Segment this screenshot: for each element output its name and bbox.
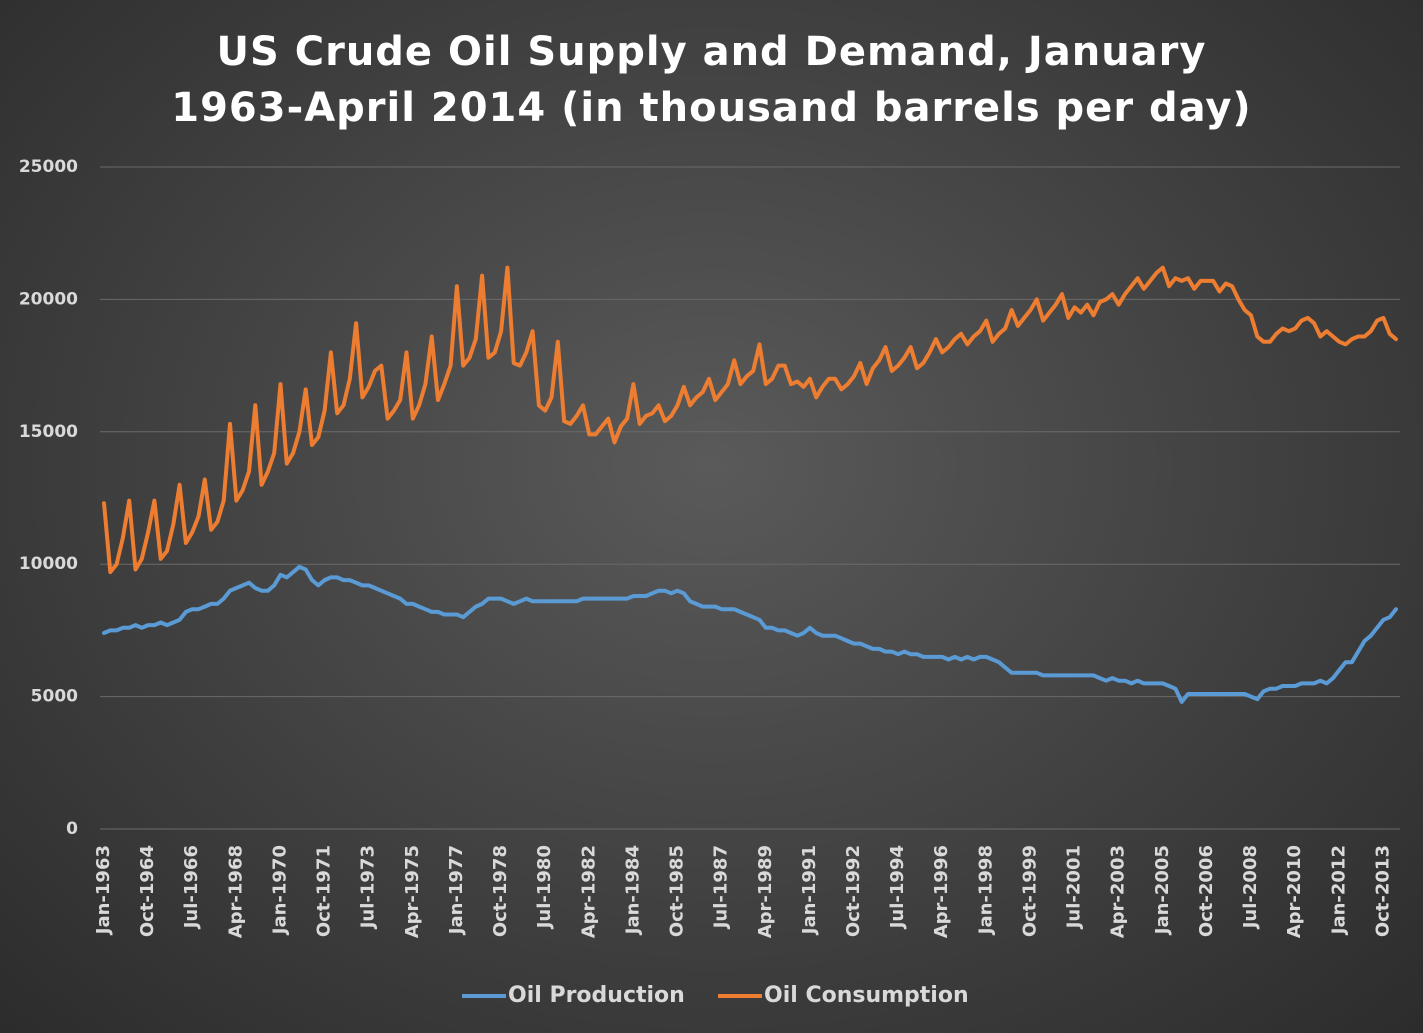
x-tick-label: Jul-1987 <box>711 845 732 930</box>
x-tick-label: Jul-1980 <box>534 845 555 930</box>
legend-label: Oil Consumption <box>764 983 969 1008</box>
x-tick-label: Apr-1975 <box>402 845 423 938</box>
x-tick-label: Oct-1971 <box>314 845 335 937</box>
x-tick-label: Jul-1973 <box>358 845 379 930</box>
x-tick-label: Apr-2010 <box>1284 845 1305 938</box>
legend-label: Oil Production <box>508 983 685 1008</box>
x-tick-label: Jul-1966 <box>181 845 202 930</box>
y-tick-label: 10000 <box>19 554 78 574</box>
x-tick-label: Apr-1968 <box>225 845 246 938</box>
x-tick-label: Jan-1963 <box>93 845 114 936</box>
x-tick-label: Apr-1989 <box>755 845 776 938</box>
x-tick-label: Jan-1977 <box>446 845 467 936</box>
x-tick-label: Oct-1992 <box>843 845 864 937</box>
x-tick-label: Jul-1994 <box>887 845 908 930</box>
x-tick-label: Oct-2006 <box>1196 845 1217 937</box>
x-tick-label: Jan-1984 <box>622 845 643 936</box>
x-tick-label: Apr-1982 <box>578 845 599 938</box>
x-tick-label: Oct-1978 <box>490 845 511 937</box>
chart-title: US Crude Oil Supply and Demand, January … <box>171 29 1252 131</box>
x-tick-label: Jan-1998 <box>975 845 996 936</box>
data-line <box>102 564 1398 704</box>
x-tick-label: Apr-2003 <box>1108 845 1129 938</box>
y-tick-label: 15000 <box>19 422 78 442</box>
y-tick-label: 0 <box>66 819 78 839</box>
x-tick-label: Oct-1999 <box>1019 845 1040 937</box>
x-tick-label: Oct-2013 <box>1372 845 1393 937</box>
chart-title-box: US Crude Oil Supply and Demand, January … <box>0 24 1423 136</box>
x-tick-label: Jan-2005 <box>1152 845 1173 936</box>
x-tick-label: Oct-1985 <box>667 845 688 937</box>
y-tick-label: 5000 <box>31 687 78 707</box>
y-tick-label: 20000 <box>19 289 78 309</box>
y-tick-label: 25000 <box>19 157 78 177</box>
x-tick-label: Oct-1964 <box>137 845 158 937</box>
data-line <box>102 265 1398 575</box>
x-tick-label: Apr-1996 <box>931 845 952 938</box>
x-tick-label: Jan-1991 <box>799 845 820 936</box>
x-tick-label: Jul-2001 <box>1064 845 1085 930</box>
x-tick-label: Jul-2008 <box>1240 845 1261 930</box>
x-tick-label: Jan-2012 <box>1328 845 1349 936</box>
x-tick-label: Jan-1970 <box>269 845 290 936</box>
